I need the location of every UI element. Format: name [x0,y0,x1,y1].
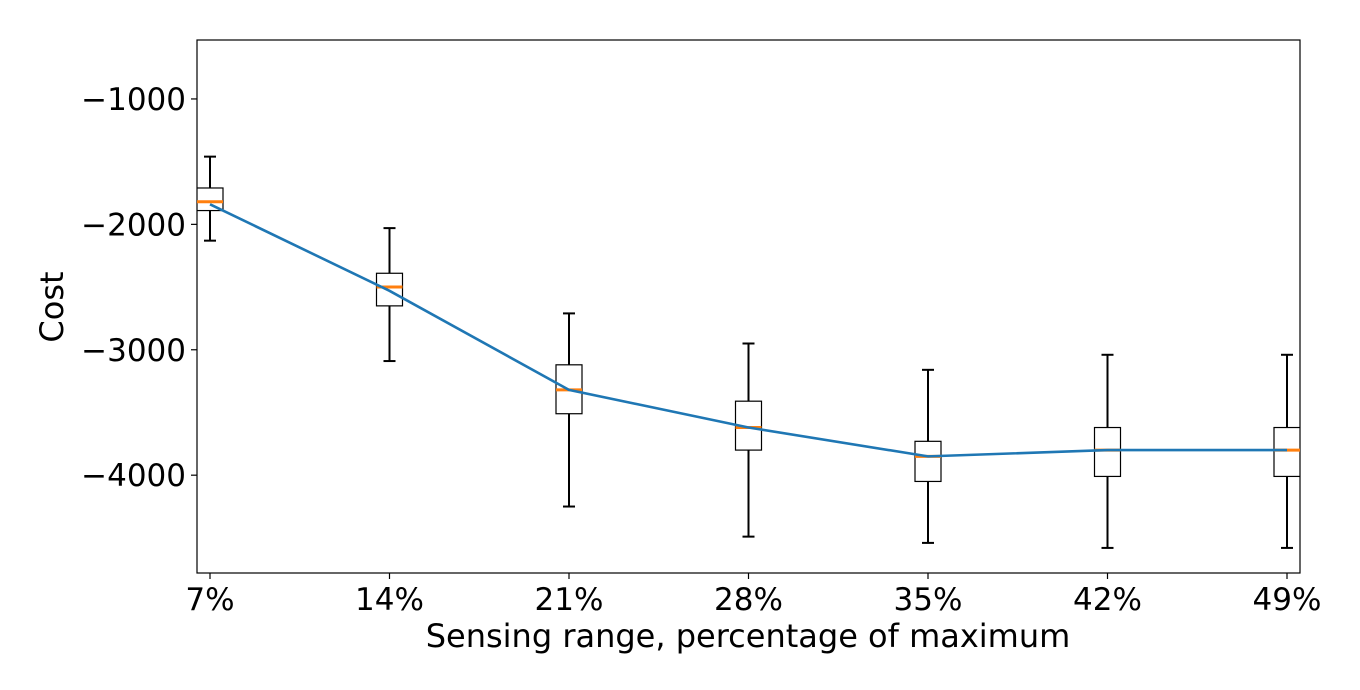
x-tick-label: 35% [894,582,963,618]
iqr-box [197,187,224,212]
y-axis-ticks: −1000 −2000 −3000 −4000 [81,82,197,494]
box-49% [1273,353,1300,549]
box-35% [914,368,942,544]
x-tick-label: 28% [714,582,783,618]
y-tick-label: −1000 [81,82,186,118]
x-tick-label: 14% [355,582,424,618]
x-axis-ticks: 7% 14% 21% 28% 35% 42% 49% [185,573,1321,618]
x-axis-label: Sensing range, percentage of maximum [426,617,1071,655]
y-tick-label: −2000 [81,207,186,243]
chart-marks [197,155,1300,549]
trend-line [209,203,1287,458]
x-tick-label: 49% [1253,582,1322,618]
y-tick-label: −3000 [81,333,186,369]
x-tick-label: 21% [535,582,604,618]
iqr-box [914,440,942,483]
iqr-box [1093,426,1122,478]
box-7% [197,155,224,242]
y-axis-label: Cost [33,271,71,342]
y-tick-label: −4000 [81,458,186,494]
x-tick-label: 7% [185,582,234,618]
iqr-box [1273,426,1300,478]
x-tick-label: 42% [1073,582,1142,618]
box-42% [1093,353,1122,549]
